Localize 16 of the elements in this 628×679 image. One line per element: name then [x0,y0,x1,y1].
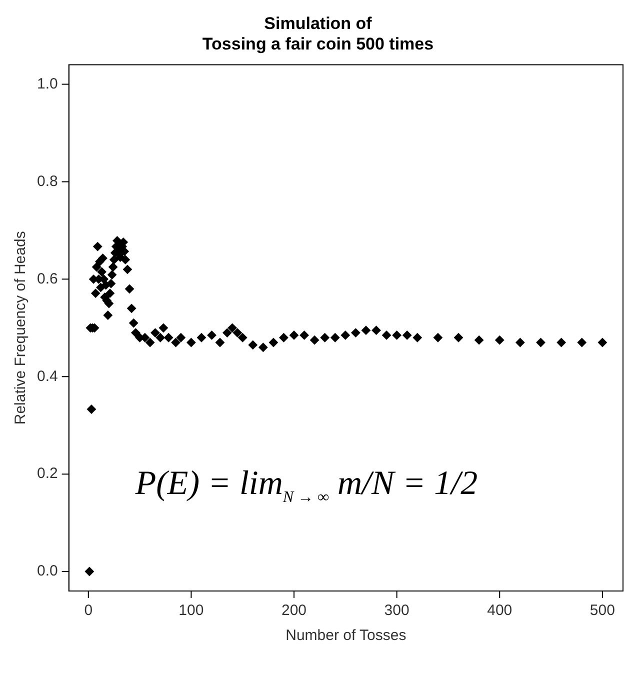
x-axis-title: Number of Tosses [286,627,406,644]
y-tick-label: 0.0 [36,562,58,580]
y-tick-label: 0.6 [36,270,58,288]
y-tick-label: 1.0 [36,75,58,92]
y-tick-label: 0.8 [36,172,58,190]
x-tick-label: 200 [281,602,307,620]
chart-title: Simulation of Tossing a fair coin 500 times [202,14,434,54]
x-tick-label: 400 [487,602,512,620]
y-tick-label: 0.2 [36,465,58,482]
y-tick-label: 0.4 [36,368,58,385]
y-axis-title: Relative Frequency of Heads [12,231,30,425]
x-tick-label: 500 [590,602,615,620]
x-tick-label: 0 [84,602,93,620]
x-tick-label: 100 [178,602,204,620]
x-tick-label: 300 [384,602,410,620]
annotation: P(E) = lim$_{N → ∞}$ m/N = 1/2 [135,464,478,506]
